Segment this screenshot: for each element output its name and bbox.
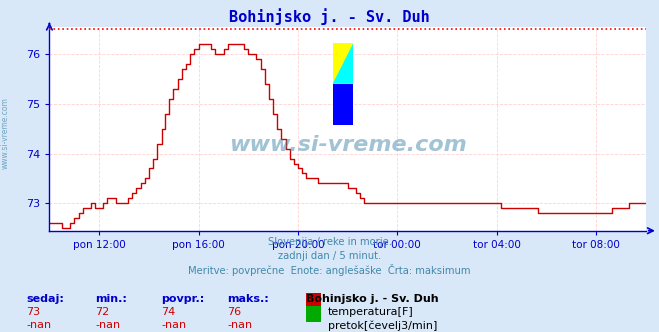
Text: www.si-vreme.com: www.si-vreme.com [1,97,10,169]
Text: -nan: -nan [96,320,121,330]
Text: Slovenija / reke in morje.: Slovenija / reke in morje. [268,237,391,247]
Text: 76: 76 [227,307,241,317]
Text: pretok[čevelj3/min]: pretok[čevelj3/min] [328,320,437,331]
Text: www.si-vreme.com: www.si-vreme.com [229,135,467,155]
Text: zadnji dan / 5 minut.: zadnji dan / 5 minut. [278,251,381,261]
Polygon shape [333,43,353,84]
Polygon shape [333,84,353,124]
Text: 74: 74 [161,307,176,317]
Text: maks.:: maks.: [227,294,269,304]
Text: 72: 72 [96,307,110,317]
Text: temperatura[F]: temperatura[F] [328,307,413,317]
Text: Meritve: povprečne  Enote: anglešaške  Črta: maksimum: Meritve: povprečne Enote: anglešaške Črt… [188,264,471,276]
Text: Bohinjsko j. - Sv. Duh: Bohinjsko j. - Sv. Duh [229,8,430,25]
Text: -nan: -nan [26,320,51,330]
Text: Bohinjsko j. - Sv. Duh: Bohinjsko j. - Sv. Duh [306,294,439,304]
Text: min.:: min.: [96,294,127,304]
Text: 73: 73 [26,307,40,317]
Text: povpr.:: povpr.: [161,294,205,304]
Text: -nan: -nan [227,320,252,330]
Polygon shape [333,43,353,84]
Text: sedaj:: sedaj: [26,294,64,304]
Text: -nan: -nan [161,320,186,330]
